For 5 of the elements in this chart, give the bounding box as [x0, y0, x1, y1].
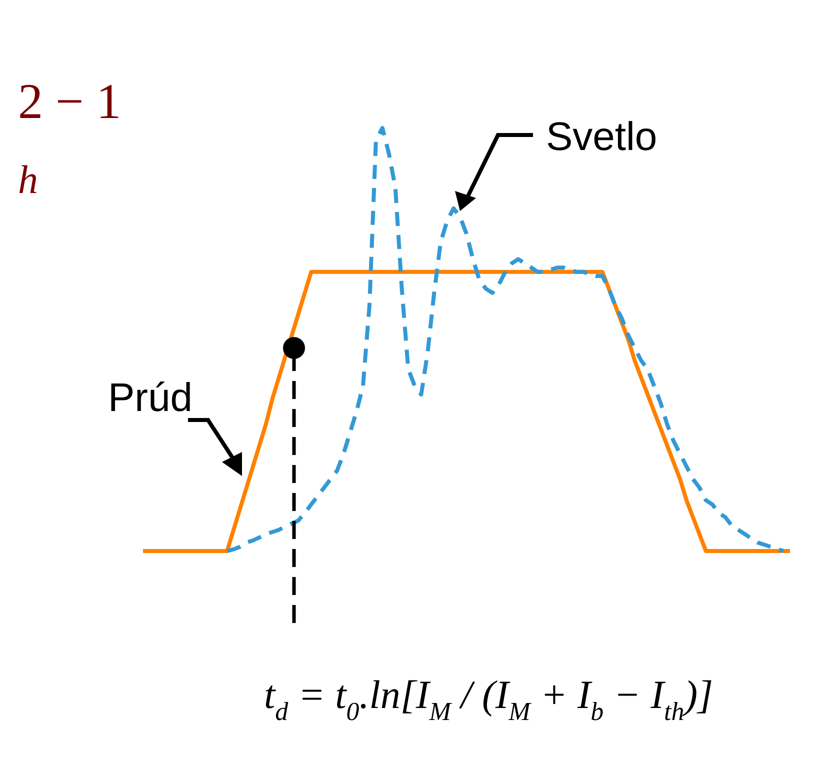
text: t$_{d}$ = t$_{0}$.ln[I$_{M}$ / (I$_{M}$ + I$_{b}$ − I$_{th}$)]: [264, 672, 714, 726]
text: 2 − 1: [18, 73, 122, 129]
text: h: [18, 157, 38, 202]
series-label: Prúd: [108, 376, 192, 420]
text: Svetlo: [546, 115, 658, 159]
